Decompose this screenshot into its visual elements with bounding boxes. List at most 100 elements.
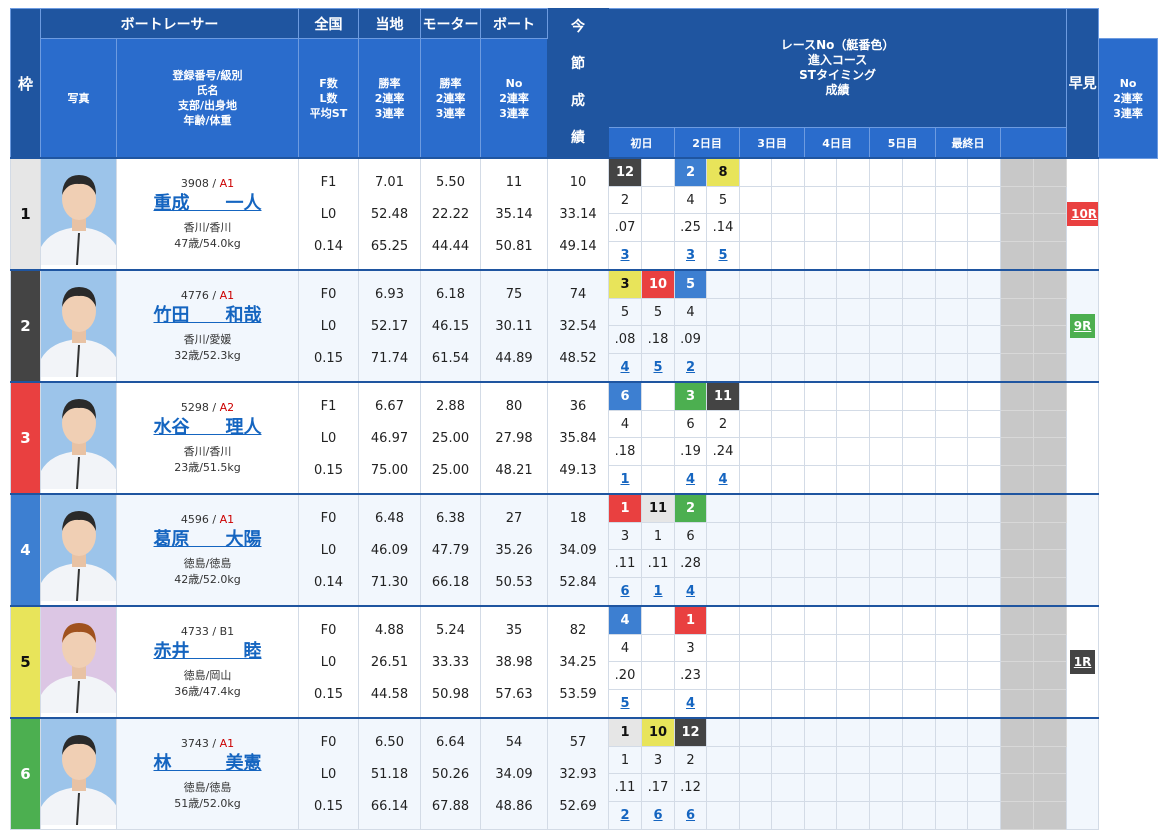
header-national: 全国 (298, 8, 360, 39)
header-local-rates: 勝率 2連率 3連率 (420, 38, 482, 159)
boat-stats-value: 10 (569, 174, 587, 190)
f-l-st-value: F0 (320, 510, 337, 526)
result-cell (804, 549, 838, 579)
header-boat-rates: No 2連率 3連率 (1098, 38, 1159, 159)
racer-name-link[interactable]: 赤井 睦 (153, 641, 262, 662)
result-st-timing: .12 (674, 773, 708, 803)
hayami-race-badge[interactable]: 1R (1069, 650, 1096, 674)
f-l-st-values: F1 L0 0.14 (300, 166, 358, 262)
result-cell (935, 409, 969, 439)
local-rates-value: 66.18 (431, 574, 470, 590)
local-rates-values: 5.24 33.33 50.98 (422, 614, 480, 710)
racer-subrow: .20 .23 (11, 661, 1158, 691)
result-cell (935, 577, 969, 607)
national-rates: 6.48 46.09 71.30 (358, 493, 422, 607)
local-rates-value: 5.24 (436, 622, 465, 638)
f-l-st-value: L0 (320, 542, 337, 558)
result-cell (771, 156, 806, 187)
result-cell (902, 409, 937, 439)
result-cell (1000, 801, 1035, 830)
result-rank-link[interactable]: 4 (685, 472, 696, 488)
result-rank-link[interactable]: 2 (620, 808, 630, 824)
result-rank-link[interactable]: 2 (685, 360, 696, 376)
result-cell (771, 801, 806, 830)
result-cell (771, 689, 806, 719)
hayami-cell: 9R (1066, 269, 1100, 383)
motor-stats-value: 11 (505, 174, 523, 190)
result-rank-link[interactable]: 1 (653, 584, 663, 600)
result-rank-link[interactable]: 5 (620, 696, 630, 712)
result-rank-link[interactable]: 6 (620, 584, 630, 600)
motor-stats: 54 34.09 48.86 (480, 717, 549, 830)
result-cell (771, 437, 806, 467)
result-cell (869, 213, 904, 243)
result-cell (836, 549, 871, 579)
result-rank-link[interactable]: 1 (620, 472, 630, 488)
f-l-st: F0 L0 0.14 (298, 493, 360, 607)
result-st-timing: .11 (641, 549, 676, 579)
result-cell (902, 689, 937, 719)
racer-name-link[interactable]: 水谷 理人 (153, 417, 262, 438)
result-rank-link[interactable]: 4 (685, 584, 696, 600)
result-cell (836, 773, 871, 803)
result-cell (902, 268, 937, 299)
motor-stats-value: 54 (505, 734, 523, 750)
header-day: 最終日 (935, 127, 1002, 159)
result-cell (869, 156, 904, 187)
result-cell (1000, 268, 1035, 299)
header-national-rates-line: 2連率 (374, 91, 405, 105)
result-cell (1000, 465, 1035, 495)
result-cell (967, 577, 1002, 607)
waku-number: 3 (10, 381, 41, 495)
result-rank-link[interactable]: 3 (620, 248, 630, 264)
result-cell (1000, 409, 1035, 439)
racer-name-link[interactable]: 林 美憲 (153, 753, 262, 774)
result-cell (902, 437, 937, 467)
racer-name-link[interactable]: 竹田 和哉 (153, 305, 262, 326)
racer-name-link[interactable]: 重成 一人 (153, 193, 262, 214)
result-cell (1000, 745, 1035, 775)
local-rates: 2.88 25.00 25.00 (420, 381, 482, 495)
result-cell (967, 241, 1002, 271)
header-info-line: 年齢/体重 (183, 114, 232, 127)
result-rank-link[interactable]: 6 (653, 808, 663, 824)
boat-stats-value: 82 (569, 622, 587, 638)
racer-class: A1 (219, 513, 235, 526)
result-cell (1033, 604, 1068, 635)
boat-stats-value: 34.25 (559, 654, 597, 670)
header-day: 4日目 (804, 127, 871, 159)
racer-class: B1 (219, 625, 235, 638)
racer-reg-class: 3908 / A1 (180, 177, 235, 190)
hayami-race-badge[interactable]: 10R (1067, 202, 1098, 226)
result-rank-link[interactable]: 4 (620, 360, 630, 376)
result-cell (771, 325, 806, 355)
result-rank-link[interactable]: 6 (685, 808, 696, 824)
racer-age-weight: 42歳/52.0kg (174, 573, 241, 586)
result-cell (804, 437, 838, 467)
result-st-timing: .17 (641, 773, 676, 803)
hayami-race-badge[interactable]: 9R (1069, 314, 1096, 338)
racer-age-weight: 51歳/52.0kg (174, 797, 241, 810)
racer-photo-image (41, 608, 116, 717)
result-cell (1000, 577, 1035, 607)
result-rank-link[interactable]: 4 (718, 472, 728, 488)
result-cell (771, 549, 806, 579)
motor-stats-value: 50.81 (495, 238, 533, 254)
f-l-st: F1 L0 0.14 (298, 157, 360, 271)
result-rank-link[interactable]: 5 (653, 360, 663, 376)
result-cell (804, 577, 838, 607)
result-cell (902, 241, 937, 271)
header-info-line: 支部/出身地 (177, 99, 238, 112)
waku-number: 5 (10, 605, 41, 719)
result-cell (706, 604, 741, 635)
result-cell (902, 213, 937, 243)
result-cell (1033, 661, 1068, 691)
boat-stats-value: 48.52 (559, 350, 597, 366)
result-rank-link[interactable]: 4 (685, 696, 696, 712)
f-l-st-value: F0 (320, 734, 337, 750)
result-rank-link[interactable]: 3 (685, 248, 696, 264)
result-rank-link[interactable]: 5 (718, 248, 728, 264)
result-race-number: 1 (674, 604, 708, 635)
header-boat-rates-line: 3連率 (1113, 106, 1143, 120)
racer-name-link[interactable]: 葛原 大陽 (153, 529, 262, 550)
